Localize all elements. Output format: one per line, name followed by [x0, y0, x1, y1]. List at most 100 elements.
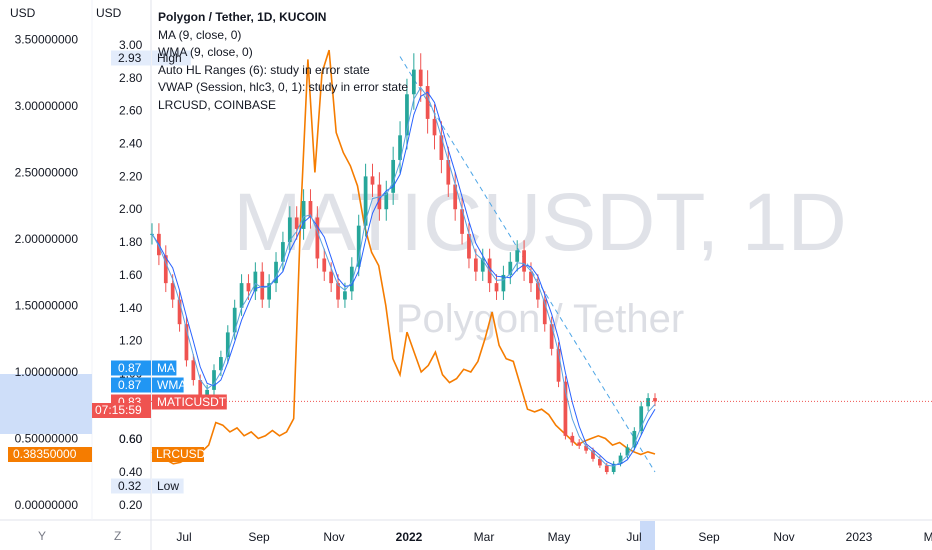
y-axis-button[interactable]: Y	[38, 529, 47, 543]
chart-legend: Polygon / Tether, 1D, KUCOIN MA (9, clos…	[158, 9, 408, 114]
right-axis-extra-tick: 0.60	[119, 432, 143, 446]
time-axis-label: 2022	[396, 530, 423, 544]
right-axis-tick: 0.60	[119, 432, 143, 446]
matic-candle	[184, 316, 189, 367]
matic-candle	[225, 325, 230, 364]
watermark-description: Polygon / Tether	[396, 297, 684, 341]
time-axis-label: Jul	[626, 530, 641, 544]
svg-text:MA: MA	[157, 361, 175, 375]
matic-candle	[494, 274, 499, 300]
matic-candle	[212, 364, 216, 396]
trendline	[399, 56, 656, 473]
time-axis-label: 2023	[846, 530, 873, 544]
wma-line	[151, 86, 656, 467]
matic-candle	[556, 342, 561, 388]
svg-text:0.87: 0.87	[118, 378, 142, 392]
matic-candle	[563, 376, 568, 440]
legend-ma[interactable]: MA (9, close, 0)	[158, 27, 242, 42]
right-axis-tick: 3.00	[119, 38, 143, 52]
right-axis-tick: 0.20	[119, 498, 143, 512]
matic-candle	[570, 432, 575, 446]
matic-candle	[177, 291, 182, 332]
z-axis-button[interactable]: Z	[114, 529, 122, 543]
matic-candle	[584, 442, 588, 454]
low-badge: 0.32 Low	[111, 478, 184, 494]
time-axis-label: Mar	[474, 530, 495, 544]
left-axis-tick: 1.00000000	[15, 365, 79, 379]
time-axis-label: Jul	[176, 530, 191, 544]
right-axis-tick: 1.60	[119, 268, 143, 282]
matic-candle	[363, 163, 368, 237]
left-axis-tick: 2.50000000	[15, 166, 79, 180]
time-axis-label: Nov	[773, 530, 794, 544]
right-axis-tick: 1.40	[119, 301, 143, 315]
matic-candle	[453, 172, 458, 221]
matic-candle	[639, 401, 644, 435]
matic-candle	[349, 257, 354, 300]
matic-candle	[405, 78, 409, 150]
time-axis-label: Sep	[698, 530, 720, 544]
matic-candle	[274, 252, 278, 293]
svg-text:WMA: WMA	[157, 378, 186, 392]
matic-candle	[384, 180, 389, 221]
legend-wma[interactable]: WMA (9, close, 0)	[158, 45, 253, 59]
right-axis-tick: 2.20	[119, 169, 143, 183]
matic-candle	[632, 427, 637, 451]
matic-candle	[460, 197, 464, 245]
svg-text:Low: Low	[157, 479, 179, 493]
matic-candle	[515, 240, 520, 272]
matic-candle	[501, 265, 506, 300]
svg-text:High: High	[157, 51, 182, 65]
wma-badge: 0.87 WMA	[111, 377, 186, 393]
ma-line	[151, 91, 656, 466]
matic-candle	[308, 189, 313, 229]
matic-candle	[480, 248, 485, 281]
right-axis-tick: 0.40	[119, 465, 143, 479]
left-axis-currency: USD	[10, 6, 36, 20]
svg-text:2.93: 2.93	[118, 51, 142, 65]
countdown-badge: 07:15:59	[92, 403, 151, 418]
matic-candle	[535, 274, 540, 308]
matic-candle	[301, 189, 306, 240]
ma-badge: 0.87 MA	[111, 360, 177, 376]
matic-candle	[267, 274, 272, 308]
legend-lrcusd[interactable]: LRCUSD, COINBASE	[158, 97, 277, 112]
matic-candle	[391, 146, 396, 205]
left-axis-range-highlight	[0, 374, 92, 434]
matic-candle	[542, 291, 547, 332]
time-axis-label: May	[548, 530, 571, 544]
matic-candle	[418, 53, 423, 102]
matic-candle	[432, 104, 437, 150]
chart-title[interactable]: Polygon / Tether, 1D, KUCOIN	[158, 10, 327, 24]
high-badge: 2.93 High	[111, 50, 191, 66]
svg-text:LRCUSD: LRCUSD	[156, 447, 206, 461]
right-axis-tick: 2.60	[119, 104, 143, 118]
matic-candle	[439, 121, 444, 174]
svg-text:0.38350000: 0.38350000	[13, 447, 77, 461]
right-axis-tick: 2.00	[119, 202, 143, 216]
time-axis-range-highlight	[640, 521, 655, 550]
right-axis-tick: 2.40	[119, 137, 143, 151]
matic-candle	[425, 70, 430, 134]
legend-auto-hl[interactable]: Auto HL Ranges (6): study in error state	[158, 62, 370, 77]
matic-candle	[549, 316, 554, 356]
matic-candle	[336, 274, 340, 308]
svg-text:0.32: 0.32	[118, 479, 142, 493]
matic-candle	[508, 252, 513, 285]
matic-candle	[191, 354, 196, 386]
matic-candle	[315, 206, 320, 269]
left-axis-tick: 2.00000000	[15, 232, 79, 246]
right-axis-currency: USD	[96, 6, 122, 20]
matic-candle	[577, 439, 582, 449]
left-axis-tick: 1.50000000	[15, 299, 79, 313]
left-axis-tick: 0.00000000	[15, 498, 79, 512]
matic-candle	[398, 121, 402, 174]
watermark-symbol: MATICUSDT, 1D	[233, 177, 847, 268]
time-axis-label: Nov	[323, 530, 344, 544]
right-axis-tick: 1.20	[119, 334, 143, 348]
svg-text:0.87: 0.87	[118, 361, 142, 375]
legend-vwap[interactable]: VWAP (Session, hlc3, 0, 1): study in err…	[158, 80, 409, 94]
matic-candle	[260, 262, 265, 308]
svg-text:MATICUSDT: MATICUSDT	[157, 395, 227, 409]
